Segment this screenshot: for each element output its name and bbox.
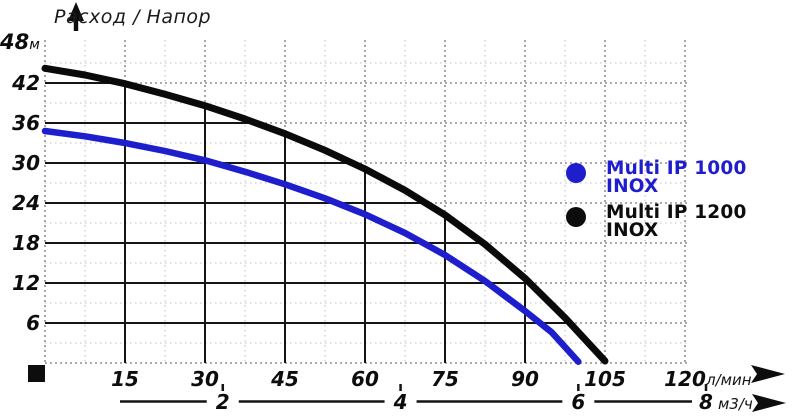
legend-label-line1: Multi IP 1200 xyxy=(606,202,747,223)
x-tick-label: 90 xyxy=(511,367,539,391)
legend-item-multi-ip-1000: Multi IP 1000 INOX xyxy=(566,158,747,197)
x-tick-label: 75 xyxy=(431,367,459,391)
y-tick-label: 12 xyxy=(12,271,40,295)
y-axis-max-value: 48 xyxy=(0,30,30,54)
y-axis-unit: м xyxy=(29,37,40,53)
secondary-x-tick-label: 2 xyxy=(215,390,230,414)
y-axis-arrow-icon xyxy=(68,2,84,21)
legend-marker-black-dot xyxy=(566,207,586,227)
origin-square xyxy=(28,365,45,382)
legend-label: Multi IP 1000 INOX xyxy=(606,158,747,197)
x-tick-label: 15 xyxy=(111,367,139,391)
legend-label-line2: INOX xyxy=(606,220,659,241)
secondary-x-axis-unit-label: м3/ч xyxy=(718,395,753,413)
x-tick-label: 120 xyxy=(664,367,706,391)
legend-label-line2: INOX xyxy=(606,176,659,197)
legend-label: Multi IP 1200 INOX xyxy=(606,202,747,241)
y-tick-label: 30 xyxy=(12,151,40,175)
x-tick-label: 45 xyxy=(271,367,299,391)
secondary-x-tick-label: 4 xyxy=(393,390,408,414)
x-tick-label: 60 xyxy=(351,367,379,391)
pump-curves xyxy=(41,64,609,365)
legend-marker-blue-dot xyxy=(566,163,586,183)
y-axis-top-label: 48м xyxy=(0,30,40,54)
x-tick-label: 30 xyxy=(191,367,219,391)
y-tick-label: 42 xyxy=(12,71,40,95)
x-tick-label: 105 xyxy=(584,367,626,391)
y-tick-label: 36 xyxy=(12,111,40,135)
y-tick-label: 18 xyxy=(12,231,40,255)
axis-decorations xyxy=(28,2,786,412)
secondary-x-tick-label: 6 xyxy=(571,390,586,414)
y-tick-label: 24 xyxy=(12,191,40,215)
y-tick-label: 6 xyxy=(26,311,40,335)
legend-item-multi-ip-1200: Multi IP 1200 INOX xyxy=(566,202,747,241)
x-axis-unit-label: л/мин xyxy=(706,371,752,389)
secondary-x-tick-label: 8 xyxy=(699,390,713,414)
legend-label-line1: Multi IP 1000 xyxy=(606,158,747,179)
x-axis-arrow-icon xyxy=(751,365,785,383)
chart-title: Расход / Напор xyxy=(54,6,212,28)
secondary-x-axis-arrow-icon xyxy=(752,394,786,412)
